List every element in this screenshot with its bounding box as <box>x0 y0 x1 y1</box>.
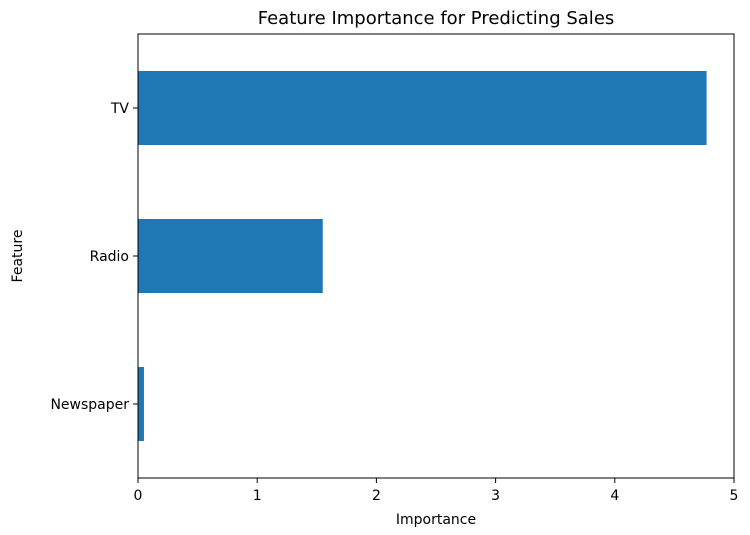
x-tick-label: 0 <box>134 488 143 504</box>
y-tick-label: TV <box>110 101 130 117</box>
y-tick-label: Newspaper <box>50 397 129 413</box>
chart-title: Feature Importance for Predicting Sales <box>258 8 615 29</box>
x-tick-label: 3 <box>491 488 500 504</box>
bars-group <box>138 71 707 441</box>
x-axis-ticks: 0 1 2 3 4 5 <box>134 478 739 504</box>
bar-newspaper <box>138 367 144 441</box>
bar-tv <box>138 71 707 145</box>
y-axis-ticks: TV Radio Newspaper <box>50 101 138 413</box>
x-tick-label: 4 <box>610 488 619 504</box>
x-tick-label: 2 <box>372 488 381 504</box>
y-tick-label: Radio <box>90 249 129 265</box>
x-tick-label: 1 <box>253 488 262 504</box>
y-axis-label: Feature <box>10 230 26 283</box>
x-axis-label: Importance <box>396 512 476 528</box>
bar-radio <box>138 219 323 293</box>
x-tick-label: 5 <box>730 488 739 504</box>
